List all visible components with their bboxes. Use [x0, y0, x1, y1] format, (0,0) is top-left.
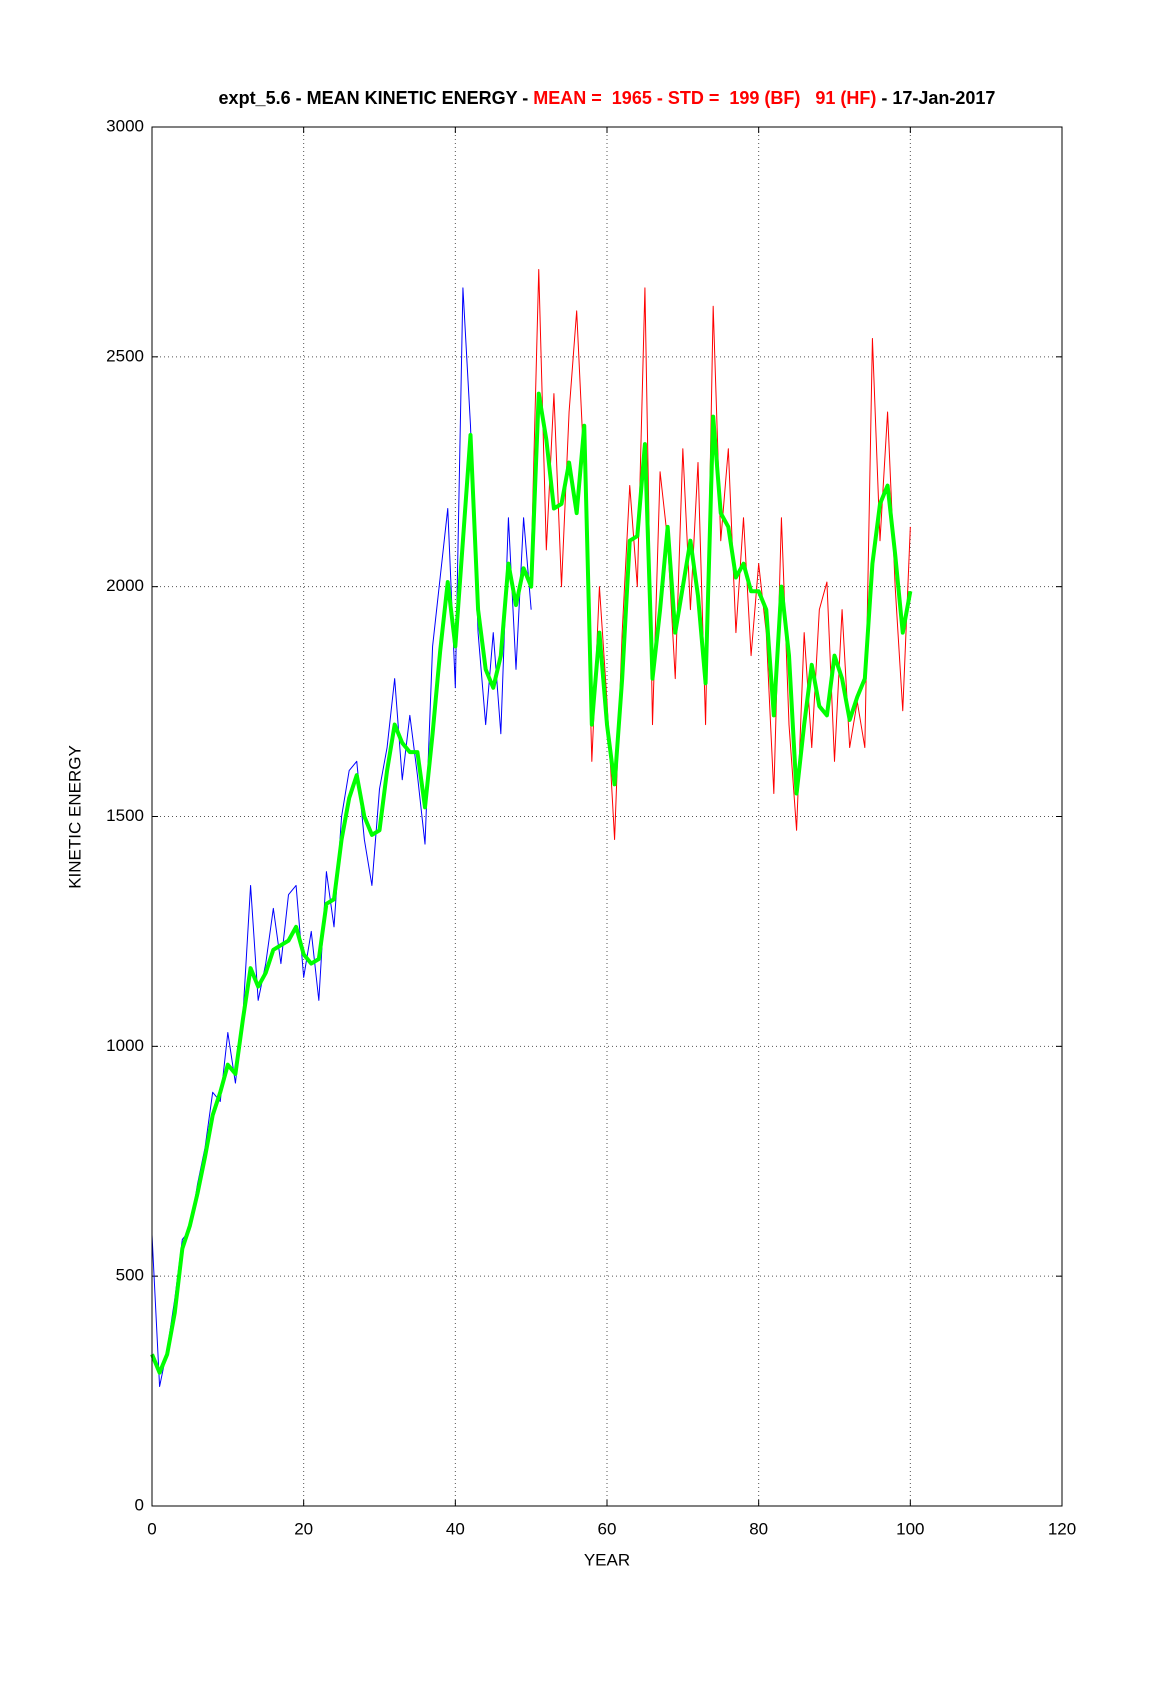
y-tick-label: 1500	[106, 806, 144, 825]
x-tick-label: 20	[294, 1519, 313, 1538]
title-part: MEAN = 1965 - STD = 199 (BF) 91 (HF)	[533, 88, 876, 108]
y-axis-label: KINETIC ENERGY	[65, 745, 84, 889]
y-tick-label: 1000	[106, 1036, 144, 1055]
y-tick-label: 2500	[106, 346, 144, 365]
y-tick-label: 0	[135, 1495, 144, 1514]
chart-title: expt_5.6 - MEAN KINETIC ENERGY - MEAN = …	[219, 88, 996, 108]
y-tick-label: 500	[116, 1266, 144, 1285]
x-tick-label: 0	[147, 1519, 156, 1538]
y-tick-label: 3000	[106, 116, 144, 135]
plot-frame	[151, 126, 1063, 1507]
title-part: expt_5.6 - MEAN KINETIC ENERGY -	[219, 88, 534, 108]
x-tick-label: 60	[598, 1519, 617, 1538]
series-line	[150, 391, 913, 1375]
x-tick-label: 40	[446, 1519, 465, 1538]
x-tick-label: 100	[896, 1519, 924, 1538]
series-line	[151, 287, 532, 1387]
y-tick-label: 2000	[106, 576, 144, 595]
x-tick-label: 80	[749, 1519, 768, 1538]
title-part: - 17-Jan-2017	[876, 88, 995, 108]
x-tick-label: 120	[1048, 1519, 1076, 1538]
x-axis-label: YEAR	[584, 1550, 630, 1569]
